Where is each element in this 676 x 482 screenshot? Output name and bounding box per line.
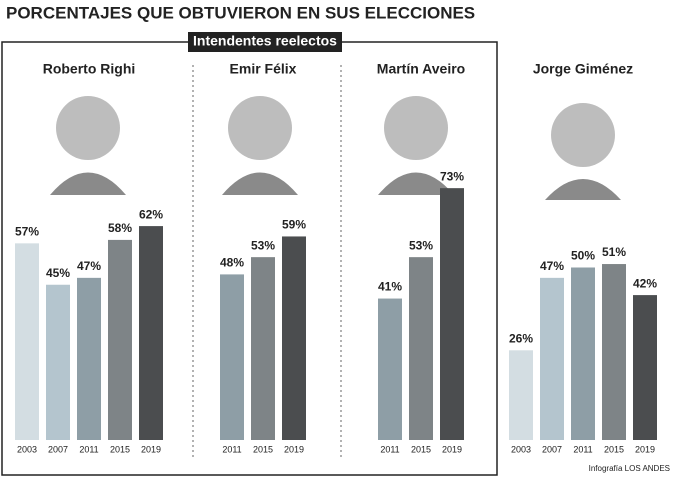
bar <box>77 277 101 440</box>
value-label: 47% <box>540 259 564 273</box>
value-label: 50% <box>571 249 595 263</box>
x-tick-label: 2015 <box>411 444 431 454</box>
portrait <box>222 172 298 195</box>
bar <box>602 264 626 440</box>
value-label: 42% <box>633 276 657 290</box>
x-tick-label: 2019 <box>284 444 304 454</box>
x-tick-label: 2015 <box>110 444 130 454</box>
value-label: 51% <box>602 245 626 259</box>
x-tick-label: 2007 <box>48 444 68 454</box>
page-title: PORCENTAJES QUE OBTUVIERON EN SUS ELECCI… <box>6 3 475 22</box>
x-tick-label: 2019 <box>635 444 655 454</box>
bar <box>540 277 564 440</box>
portrait <box>56 96 120 160</box>
bar <box>409 257 433 440</box>
bar <box>509 350 533 440</box>
value-label: 62% <box>139 207 163 221</box>
value-label: 47% <box>77 259 101 273</box>
portrait <box>384 96 448 160</box>
bar <box>378 298 402 440</box>
portrait <box>50 172 126 195</box>
x-tick-label: 2011 <box>380 444 399 454</box>
credit: Infografía LOS ANDES <box>589 464 670 473</box>
chart-title: Roberto Righi <box>43 61 136 77</box>
portrait <box>228 96 292 160</box>
x-tick-label: 2007 <box>542 444 562 454</box>
portraits <box>50 96 621 200</box>
x-tick-label: 2019 <box>141 444 161 454</box>
group-label: Intendentes reelectos <box>193 33 337 49</box>
bar <box>440 188 464 440</box>
value-label: 45% <box>46 266 70 280</box>
x-tick-label: 2015 <box>253 444 273 454</box>
bar <box>220 274 244 440</box>
portrait <box>545 179 621 200</box>
x-tick-label: 2003 <box>511 444 531 454</box>
bar <box>282 236 306 440</box>
value-label: 53% <box>251 238 275 252</box>
bar <box>571 267 595 440</box>
x-tick-label: 2011 <box>222 444 241 454</box>
chart-title: Jorge Giménez <box>533 61 633 77</box>
group-label-bg <box>188 32 342 52</box>
bar <box>251 257 275 440</box>
chart-title: Emir Félix <box>230 61 297 77</box>
value-label: 57% <box>15 225 39 239</box>
value-label: 48% <box>220 256 244 270</box>
value-label: 26% <box>509 331 533 345</box>
bar <box>108 239 132 440</box>
chart-title: Martín Aveiro <box>377 61 465 77</box>
x-tick-label: 2011 <box>79 444 98 454</box>
portrait <box>378 172 454 195</box>
x-tick-label: 2003 <box>17 444 37 454</box>
value-label: 58% <box>108 221 132 235</box>
bar <box>633 295 657 440</box>
x-tick-label: 2019 <box>442 444 462 454</box>
bar <box>46 284 70 440</box>
value-label: 59% <box>282 218 306 232</box>
value-label: 41% <box>378 280 402 294</box>
bar <box>15 243 39 440</box>
value-label: 73% <box>440 169 464 183</box>
bar <box>139 226 163 440</box>
portrait <box>551 103 615 167</box>
value-label: 53% <box>409 238 433 252</box>
x-tick-label: 2011 <box>573 444 592 454</box>
x-tick-label: 2015 <box>604 444 624 454</box>
